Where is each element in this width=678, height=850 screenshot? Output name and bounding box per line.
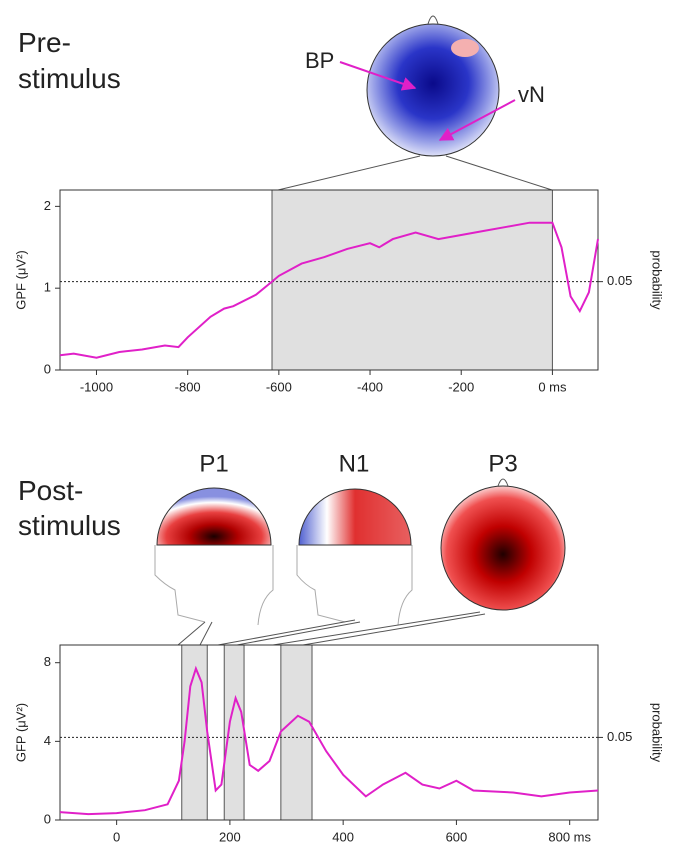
x-tick-label: 600 (446, 829, 468, 844)
x-tick-label: -800 (175, 379, 201, 394)
highlight-window (271, 189, 553, 371)
highlight-window (280, 644, 313, 821)
data-line (59, 665, 599, 816)
topomap (366, 15, 500, 157)
x-tick-label: -400 (357, 379, 383, 394)
x-tick-label: -600 (266, 379, 292, 394)
section-title: Post- (18, 475, 83, 506)
y2-axis-label: probability (650, 250, 665, 310)
y-tick-label: 1 (44, 280, 51, 295)
plot-frame (59, 644, 599, 821)
annotation: vN (518, 82, 545, 107)
y-tick-label: 8 (44, 654, 51, 669)
y-axis-label: GFP (μV²) (13, 703, 28, 762)
x-tick-label: 0 (113, 829, 120, 844)
x-tick-label: 0 ms (538, 379, 567, 394)
highlight-window (223, 644, 245, 821)
y-tick-label: 2 (44, 198, 51, 213)
x-tick-label: -1000 (80, 379, 113, 394)
y-tick-label: 0 (44, 811, 51, 826)
y-tick-label: 4 (44, 733, 51, 748)
y-axis-label: GPF (μV²) (13, 250, 28, 309)
topomap-label: N1 (339, 450, 370, 477)
section-title: Pre- (18, 27, 71, 58)
section-title: stimulus (18, 510, 121, 541)
connector (277, 155, 553, 191)
topomap-label: P3 (488, 450, 517, 477)
data-line (59, 221, 599, 359)
annotation: BP (305, 48, 334, 73)
arrow (339, 61, 417, 91)
y2-axis-label: probability (650, 703, 665, 763)
x-tick-label: 800 ms (548, 829, 591, 844)
arrow (438, 99, 516, 141)
threshold-label: 0.05 (607, 729, 632, 744)
connector (177, 611, 486, 646)
section-title: stimulus (18, 63, 121, 94)
topomap-label: P1 (199, 450, 228, 477)
plot-frame (59, 189, 599, 371)
head-silhouette (154, 545, 413, 626)
x-tick-label: -200 (448, 379, 474, 394)
topomap (156, 478, 566, 611)
x-tick-label: 200 (219, 829, 241, 844)
threshold-label: 0.05 (607, 273, 632, 288)
y-tick-label: 0 (44, 361, 51, 376)
x-tick-label: 400 (332, 829, 354, 844)
